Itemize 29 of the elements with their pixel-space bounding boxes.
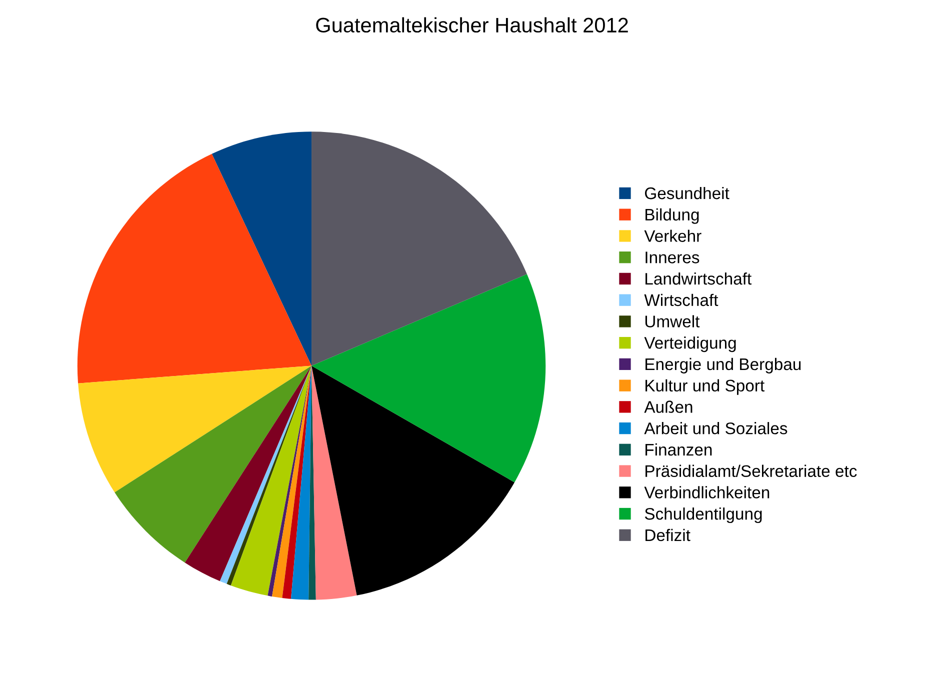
legend-label: Inneres	[646, 252, 700, 264]
legend-label: Schuldentilgung	[644, 508, 762, 524]
legend-label: Defizit	[646, 528, 690, 542]
pie-slice	[312, 366, 515, 596]
legend-label: Verbindlichkeiten	[644, 486, 770, 498]
pie-slice	[78, 366, 312, 492]
pie-slice	[312, 274, 546, 482]
pie-slice	[282, 366, 312, 599]
legend-label: Verteidigung	[644, 336, 736, 352]
legend-label: Umwelt	[645, 315, 700, 328]
pie-slice	[77, 154, 312, 384]
pie-slice	[184, 366, 312, 582]
pie-slice	[312, 366, 357, 600]
legend-label: Energie und Bergbau	[646, 358, 801, 374]
chart-title: Guatemaltekischer Haushalt 2012	[316, 17, 628, 33]
pie-slice	[312, 132, 527, 366]
legend-label: Wirtschaft	[644, 294, 718, 306]
pie-slice	[114, 366, 312, 563]
legend-label: Bildung	[646, 208, 699, 224]
legend-label: Kultur und Sport	[646, 379, 764, 395]
pie-slice	[212, 132, 312, 366]
legend-label: Arbeit und Soziales	[644, 422, 788, 434]
legend-label: Gesundheit	[645, 186, 730, 200]
legend-label: Verkehr	[644, 230, 702, 242]
legend-label: Finanzen	[646, 443, 712, 456]
legend-label: Außen	[644, 400, 692, 413]
pie-slice	[290, 366, 312, 600]
legend-label: Landwirtschaft	[646, 272, 752, 285]
legend-label: Präsidialamt/Sekretariate etc	[646, 464, 857, 478]
